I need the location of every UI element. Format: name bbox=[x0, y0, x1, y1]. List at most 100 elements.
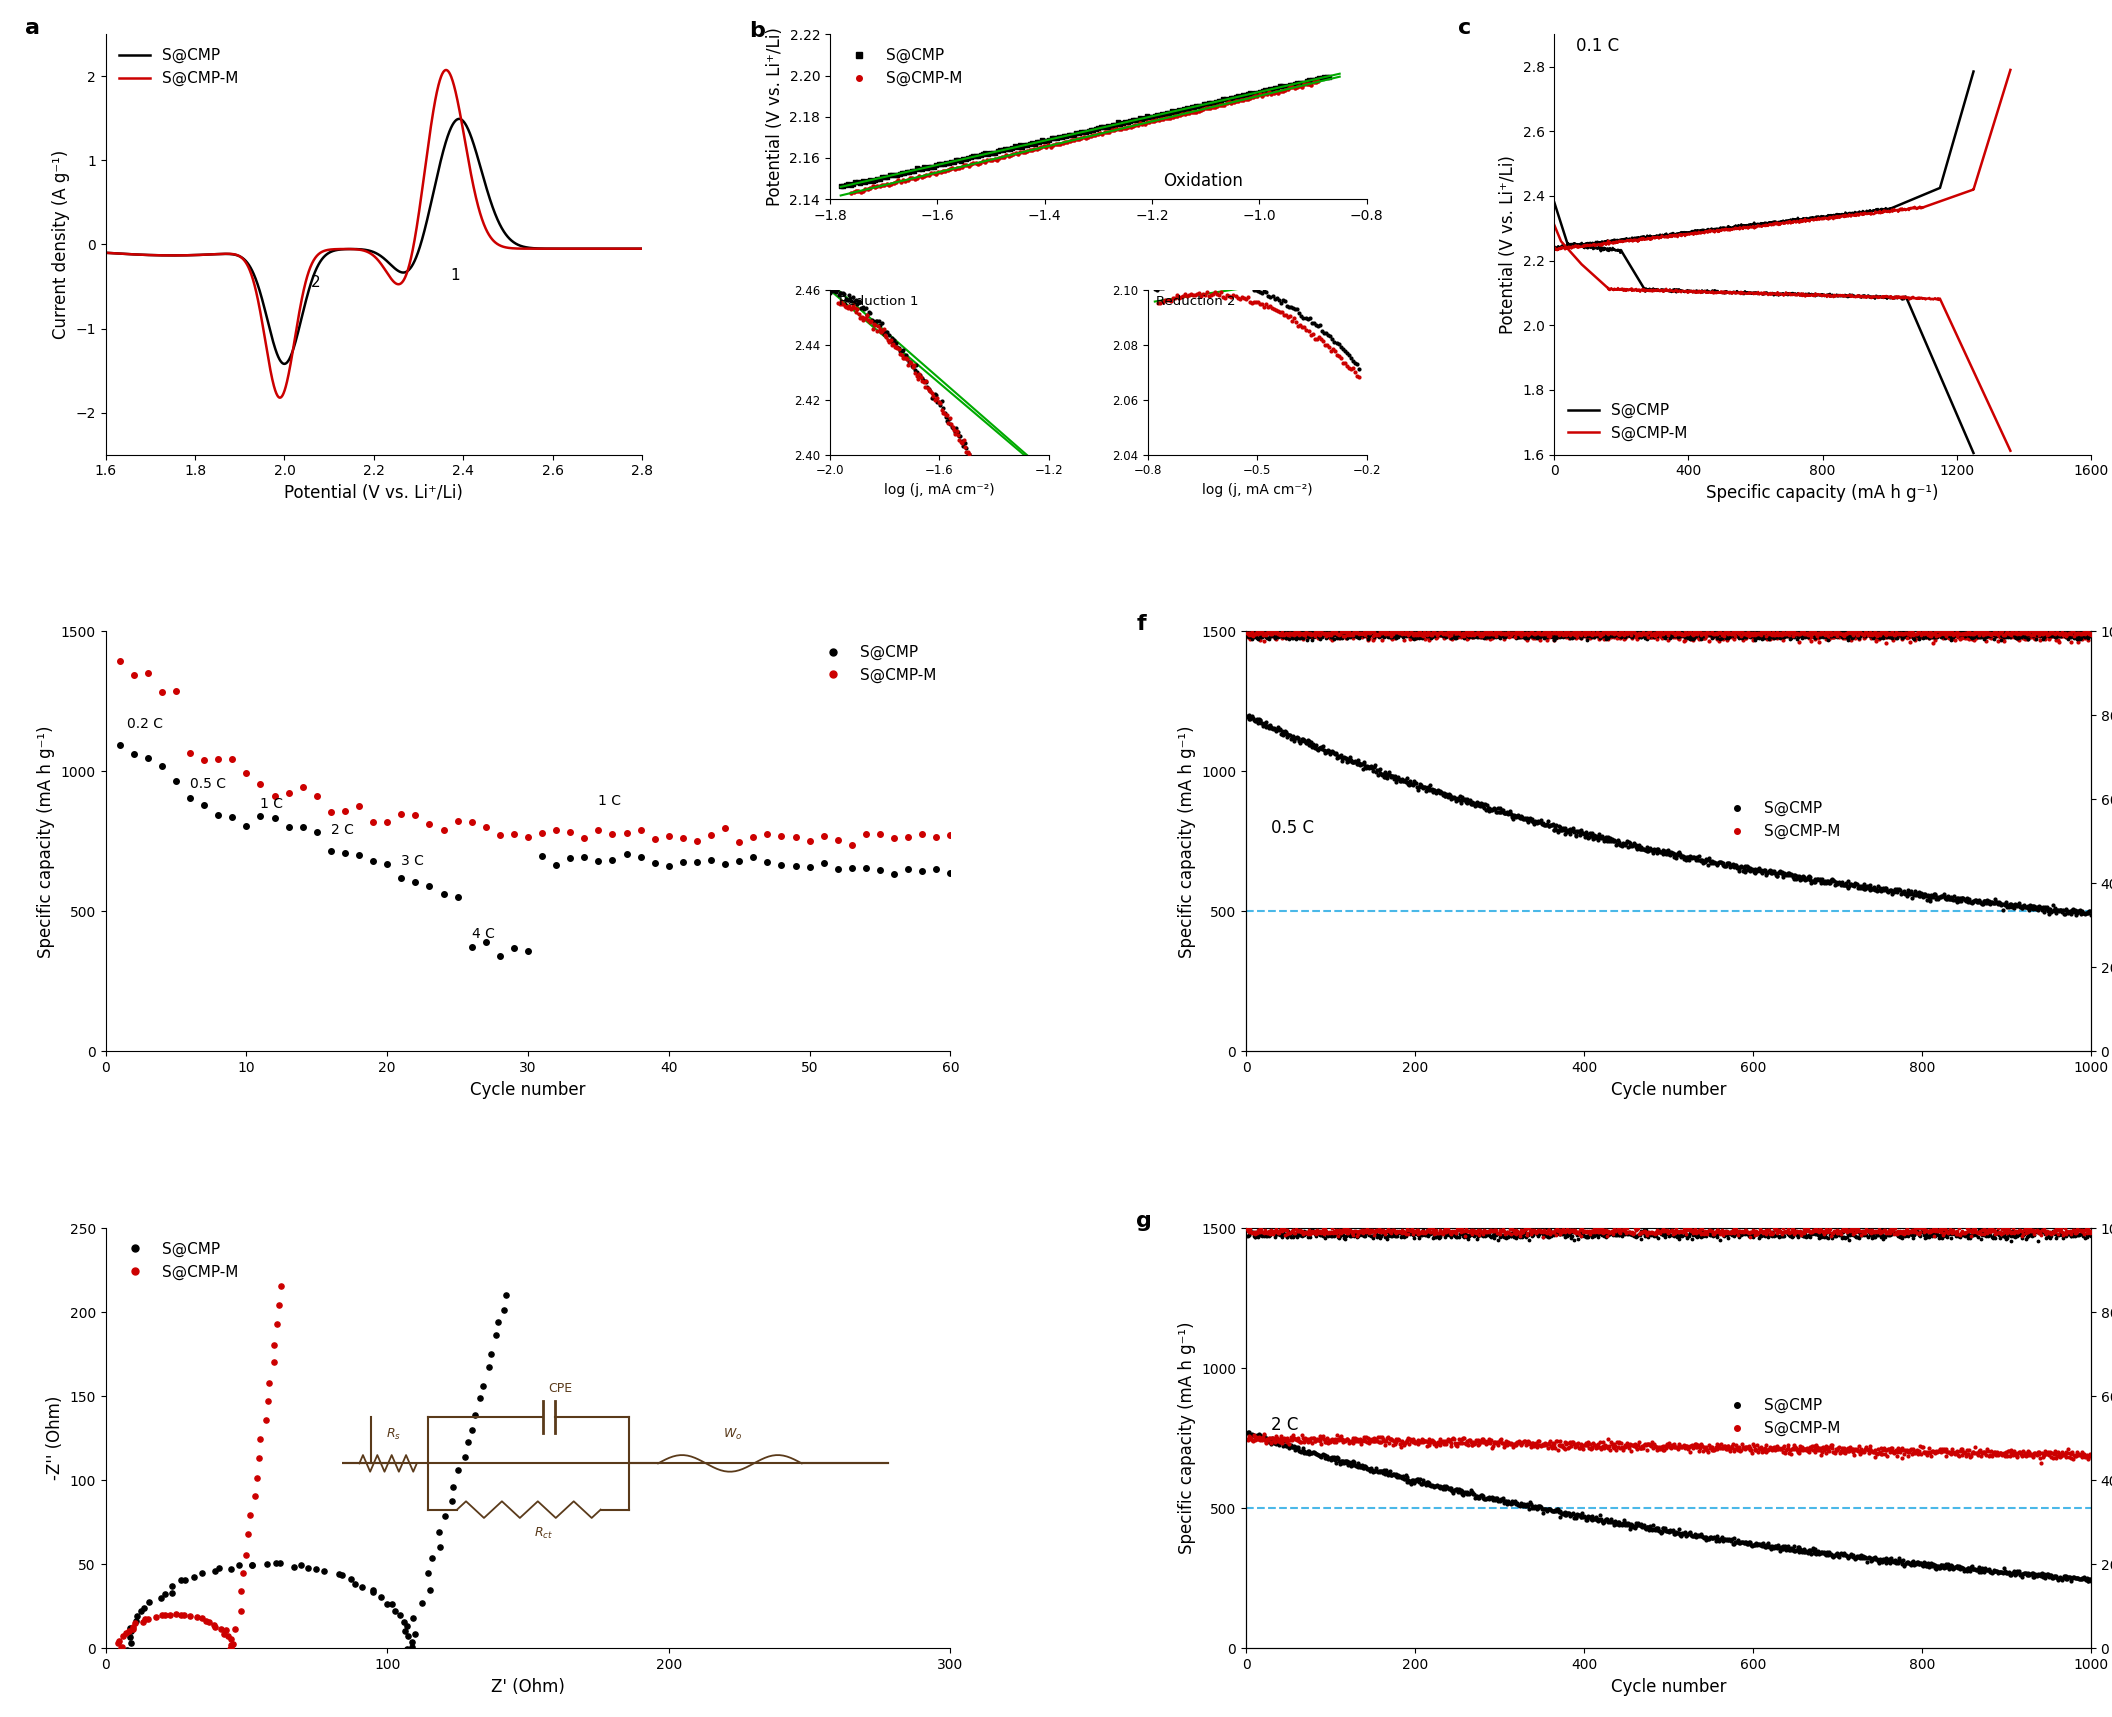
Point bbox=[1328, 1223, 1362, 1250]
Point bbox=[1280, 725, 1314, 752]
Point bbox=[1599, 1432, 1633, 1459]
Point bbox=[1297, 1219, 1331, 1247]
Point bbox=[1873, 876, 1907, 903]
Point bbox=[1711, 1217, 1745, 1245]
Point bbox=[1240, 618, 1274, 646]
Point bbox=[1850, 1435, 1884, 1463]
Point bbox=[2038, 620, 2072, 647]
Point bbox=[1415, 1473, 1449, 1501]
Point bbox=[2049, 896, 2082, 924]
Point bbox=[1658, 840, 1692, 867]
Point bbox=[2032, 620, 2066, 647]
Point bbox=[1267, 718, 1301, 745]
Point bbox=[1992, 623, 2025, 651]
Point bbox=[1521, 618, 1554, 646]
Point bbox=[1715, 623, 1749, 651]
Point bbox=[1557, 1216, 1590, 1243]
Point bbox=[406, 1590, 439, 1617]
Point bbox=[1776, 620, 1810, 647]
Point bbox=[1738, 1532, 1772, 1559]
Point bbox=[1521, 1217, 1554, 1245]
Point bbox=[1438, 1432, 1472, 1459]
Point bbox=[1888, 1217, 1922, 1245]
Point bbox=[1761, 1432, 1795, 1459]
Point bbox=[131, 659, 165, 687]
Point bbox=[452, 1429, 486, 1456]
Point bbox=[862, 312, 895, 340]
Point bbox=[1288, 1437, 1322, 1465]
Point bbox=[1301, 618, 1335, 646]
Point bbox=[978, 486, 1012, 513]
Point bbox=[1981, 1439, 2015, 1466]
Point bbox=[1998, 1221, 2032, 1248]
Point bbox=[1831, 1544, 1865, 1571]
Point bbox=[1975, 1437, 2009, 1465]
Point bbox=[1685, 846, 1719, 874]
Point bbox=[1837, 1545, 1871, 1573]
Point bbox=[2038, 618, 2072, 646]
Point bbox=[1863, 1221, 1897, 1248]
Point bbox=[1694, 846, 1728, 874]
Text: 4 C: 4 C bbox=[471, 927, 494, 941]
Point bbox=[1259, 620, 1293, 647]
Point bbox=[1685, 1520, 1719, 1547]
Point bbox=[995, 522, 1029, 549]
Point bbox=[1531, 1434, 1565, 1461]
Point bbox=[1240, 1422, 1274, 1449]
Point bbox=[1312, 1223, 1345, 1250]
Point bbox=[972, 141, 1005, 168]
Point bbox=[1546, 1221, 1580, 1248]
Point bbox=[1278, 295, 1312, 323]
Point bbox=[1092, 118, 1126, 146]
Point bbox=[1407, 1468, 1440, 1496]
Point bbox=[1328, 349, 1362, 376]
Point bbox=[1404, 1217, 1438, 1245]
Point bbox=[1592, 1432, 1626, 1459]
Point bbox=[1977, 618, 2011, 646]
Point bbox=[1932, 620, 1966, 647]
Point bbox=[1041, 130, 1075, 158]
Point bbox=[1358, 1423, 1392, 1451]
Point bbox=[1538, 620, 1571, 647]
Point bbox=[1409, 618, 1442, 646]
Point bbox=[972, 477, 1005, 505]
Point bbox=[1892, 1223, 1926, 1250]
Point bbox=[1730, 1219, 1764, 1247]
Point bbox=[1466, 793, 1500, 821]
Point bbox=[2032, 1219, 2066, 1247]
Point bbox=[1132, 103, 1166, 130]
Point bbox=[1660, 618, 1694, 646]
Point bbox=[1299, 731, 1333, 759]
Point bbox=[1362, 1217, 1396, 1245]
Point bbox=[1658, 620, 1692, 647]
Point bbox=[1609, 1217, 1643, 1245]
Point bbox=[1309, 1219, 1343, 1247]
Point bbox=[1916, 1219, 1949, 1247]
Point bbox=[1728, 623, 1761, 651]
Point bbox=[1901, 622, 1935, 649]
Point bbox=[1497, 1430, 1531, 1458]
Point bbox=[1098, 117, 1132, 144]
Point bbox=[984, 503, 1018, 531]
Point bbox=[1548, 620, 1582, 647]
Point bbox=[1457, 622, 1491, 649]
Point bbox=[1244, 290, 1278, 318]
Point bbox=[2004, 895, 2038, 922]
Point bbox=[1956, 1223, 1990, 1250]
Point bbox=[1022, 127, 1056, 155]
Point bbox=[1445, 622, 1478, 649]
Point bbox=[936, 155, 969, 182]
Point bbox=[1770, 620, 1804, 647]
Point bbox=[1998, 1217, 2032, 1245]
Point bbox=[1713, 622, 1747, 649]
Point bbox=[1483, 795, 1516, 822]
Point bbox=[1314, 1219, 1347, 1247]
Point bbox=[1377, 622, 1411, 649]
Point bbox=[1396, 1429, 1430, 1456]
Point bbox=[1280, 1435, 1314, 1463]
Point bbox=[1846, 1217, 1880, 1245]
Point bbox=[1466, 620, 1500, 647]
Point bbox=[1512, 1496, 1546, 1523]
Point bbox=[972, 146, 1005, 173]
Point bbox=[2017, 1442, 2051, 1470]
